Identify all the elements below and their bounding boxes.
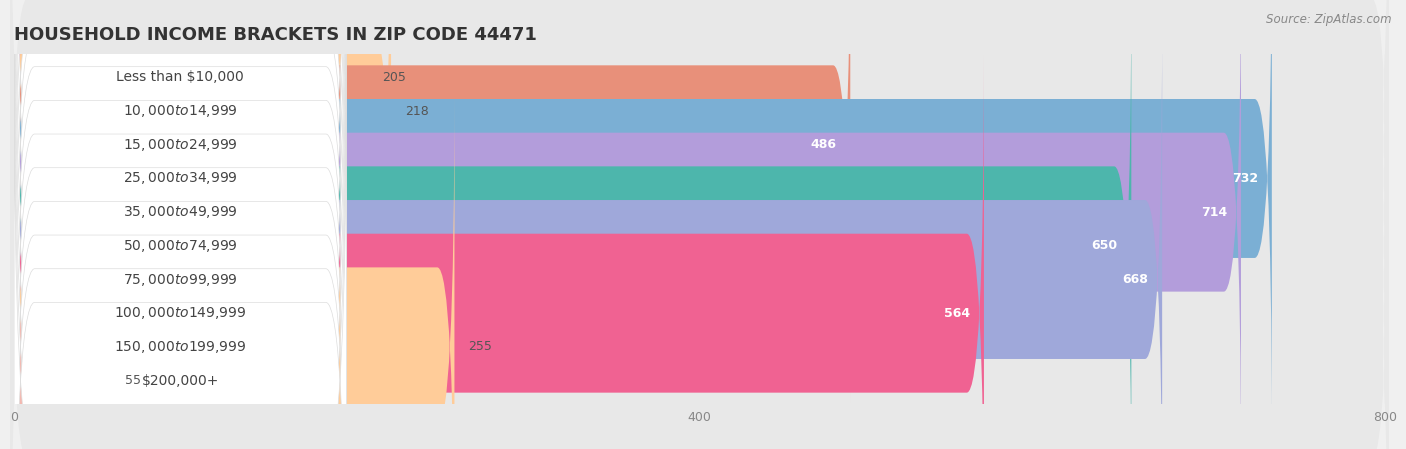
Text: 668: 668 xyxy=(1122,273,1149,286)
FancyBboxPatch shape xyxy=(11,89,454,449)
FancyBboxPatch shape xyxy=(14,0,346,437)
Text: $15,000 to $24,999: $15,000 to $24,999 xyxy=(122,137,238,153)
Text: 732: 732 xyxy=(1232,172,1258,185)
FancyBboxPatch shape xyxy=(14,54,346,449)
FancyBboxPatch shape xyxy=(14,21,346,449)
FancyBboxPatch shape xyxy=(11,0,1272,436)
Text: 255: 255 xyxy=(468,340,492,353)
Text: 650: 650 xyxy=(1091,239,1118,252)
FancyBboxPatch shape xyxy=(11,56,1388,449)
Text: $100,000 to $149,999: $100,000 to $149,999 xyxy=(114,305,246,321)
FancyBboxPatch shape xyxy=(11,0,1388,449)
FancyBboxPatch shape xyxy=(14,0,346,449)
FancyBboxPatch shape xyxy=(14,0,346,449)
Text: Source: ZipAtlas.com: Source: ZipAtlas.com xyxy=(1267,13,1392,26)
FancyBboxPatch shape xyxy=(14,0,346,449)
FancyBboxPatch shape xyxy=(11,0,1388,449)
Text: 714: 714 xyxy=(1201,206,1227,219)
FancyBboxPatch shape xyxy=(11,0,1132,449)
Text: $75,000 to $99,999: $75,000 to $99,999 xyxy=(122,272,238,287)
Text: $10,000 to $14,999: $10,000 to $14,999 xyxy=(122,103,238,119)
Text: $35,000 to $49,999: $35,000 to $49,999 xyxy=(122,204,238,220)
FancyBboxPatch shape xyxy=(11,0,1388,402)
Text: $150,000 to $199,999: $150,000 to $199,999 xyxy=(114,339,246,355)
Text: $200,000+: $200,000+ xyxy=(142,374,219,387)
Text: $25,000 to $34,999: $25,000 to $34,999 xyxy=(122,171,238,186)
FancyBboxPatch shape xyxy=(14,0,346,449)
FancyBboxPatch shape xyxy=(11,0,391,368)
FancyBboxPatch shape xyxy=(11,22,1388,449)
FancyBboxPatch shape xyxy=(14,0,346,449)
FancyBboxPatch shape xyxy=(14,0,346,449)
FancyBboxPatch shape xyxy=(11,56,984,449)
Text: $50,000 to $74,999: $50,000 to $74,999 xyxy=(122,238,238,254)
Text: 205: 205 xyxy=(382,71,406,84)
Text: 564: 564 xyxy=(943,307,970,320)
Text: 55: 55 xyxy=(125,374,142,387)
FancyBboxPatch shape xyxy=(11,0,1241,449)
FancyBboxPatch shape xyxy=(11,0,851,402)
FancyBboxPatch shape xyxy=(11,0,1388,335)
FancyBboxPatch shape xyxy=(14,0,346,404)
FancyBboxPatch shape xyxy=(11,0,368,335)
Text: HOUSEHOLD INCOME BRACKETS IN ZIP CODE 44471: HOUSEHOLD INCOME BRACKETS IN ZIP CODE 44… xyxy=(14,26,537,44)
FancyBboxPatch shape xyxy=(11,0,1388,368)
FancyBboxPatch shape xyxy=(11,22,1163,449)
FancyBboxPatch shape xyxy=(11,123,111,449)
FancyBboxPatch shape xyxy=(11,123,1388,449)
FancyBboxPatch shape xyxy=(11,0,1388,436)
Text: 218: 218 xyxy=(405,105,429,118)
Text: Less than $10,000: Less than $10,000 xyxy=(117,70,245,84)
Text: 486: 486 xyxy=(811,138,837,151)
FancyBboxPatch shape xyxy=(11,89,1388,449)
